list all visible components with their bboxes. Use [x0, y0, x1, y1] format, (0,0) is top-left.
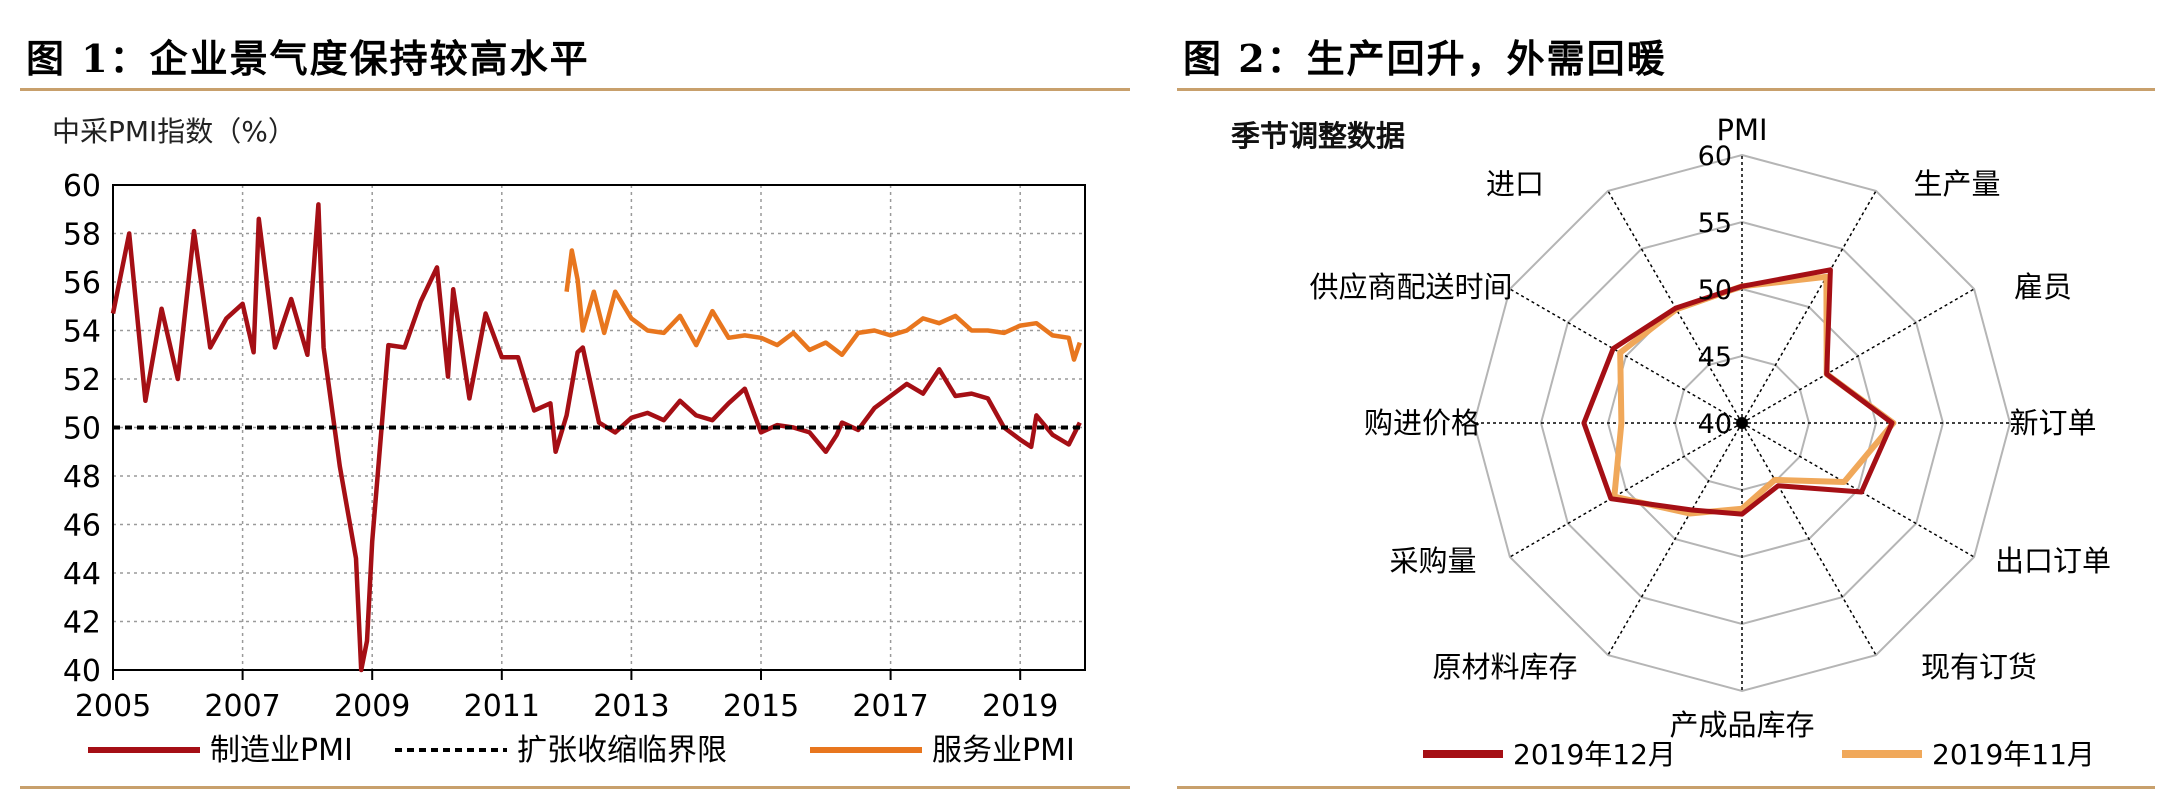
- manufacturing-pmi-line: [110, 202, 1082, 673]
- figure2-title: 图 2：生产回升，外需回暖: [1183, 36, 1667, 81]
- radar-tick-label: 55: [1698, 208, 1732, 239]
- radar-spoke: [1741, 422, 1877, 656]
- radar-tick-label: 45: [1698, 342, 1732, 373]
- series-dec-polygon: [1581, 267, 1895, 517]
- radar-spoke: [1509, 422, 1743, 558]
- radar-category-label: 进口: [1486, 167, 1544, 201]
- y-tick-label: 54: [63, 315, 101, 350]
- radar-spoke: [1741, 288, 1975, 424]
- legend-nov-label: 2019年11月: [1932, 738, 2095, 771]
- figure2-top-rule: [1177, 88, 2155, 91]
- x-tick-label: 2007: [204, 689, 280, 724]
- radar-category-label: 产成品库存: [1669, 708, 1814, 742]
- radar-category-label: 生产量: [1913, 167, 2000, 201]
- radar-tick-label: 40: [1698, 409, 1732, 440]
- radar-tick-label: 50: [1698, 275, 1732, 306]
- x-tick-label: 2005: [75, 689, 151, 724]
- x-tick-label: 2011: [464, 689, 540, 724]
- radar-category-label: 现有订货: [1921, 650, 2037, 684]
- figure1-top-rule: [20, 88, 1130, 91]
- legend-threshold-label: 扩张收缩临界限: [517, 733, 727, 768]
- figure1-bottom-rule: [20, 786, 1130, 789]
- radar-category-label: 出口订单: [1995, 544, 2111, 578]
- legend-manufacturing-label: 制造业PMI: [210, 733, 353, 768]
- radar-spoke: [1509, 288, 1743, 424]
- radar-category-label: PMI: [1716, 113, 1767, 147]
- x-tick-label: 2013: [593, 689, 669, 724]
- x-tick-label: 2019: [982, 689, 1058, 724]
- legend-services-label: 服务业PMI: [932, 733, 1075, 768]
- y-tick-label: 40: [63, 654, 101, 689]
- radar-spoke: [1607, 422, 1743, 656]
- y-tick-label: 42: [63, 606, 101, 641]
- radar-category-label: 原材料库存: [1432, 650, 1577, 684]
- y-axis-label: 中采PMI指数（%）: [52, 115, 296, 148]
- x-tick-label: 2009: [334, 689, 410, 724]
- services-pmi-line: [564, 248, 1082, 362]
- radar-center: [1736, 417, 1748, 429]
- y-tick-label: 46: [63, 509, 101, 544]
- figure2-panel: 图 2：生产回升，外需回暖 季节调整数据 40 45 50 55 60 PMI 生产量雇员新…: [1175, 0, 2160, 803]
- y-tick-label: 50: [63, 412, 101, 447]
- radar-category-label: 供应商配送时间: [1309, 270, 1512, 304]
- radar-category-label: 新订单: [2009, 406, 2096, 440]
- y-tick-label: 60: [63, 169, 101, 204]
- y-tick-label: 48: [63, 460, 101, 495]
- radar-category-label: 购进价格: [1364, 406, 1480, 440]
- figure1-panel: 图 1：企业景气度保持较高水平 中采PMI指数（%） 40 42 44 46 48 50 5…: [20, 36, 1130, 789]
- figure2-bottom-rule: [1177, 786, 2155, 789]
- radar-subtitle: 季节调整数据: [1231, 119, 1405, 153]
- x-tick-label: 2017: [852, 689, 928, 724]
- legend-dec-label: 2019年12月: [1513, 738, 1676, 771]
- y-tick-label: 58: [63, 218, 101, 253]
- radar-ring: [1472, 153, 2012, 693]
- radar-category-label: 雇员: [2014, 270, 2072, 304]
- y-tick-label: 56: [63, 266, 101, 301]
- y-tick-label: 44: [63, 557, 101, 592]
- radar-tick-label: 60: [1698, 141, 1732, 172]
- pmi-line-chart: 中采PMI指数（%） 40 42 44 46 48 50 52 54 56 58 60 2005 200…: [52, 115, 1086, 768]
- y-tick-label: 52: [63, 363, 101, 398]
- x-tick-label: 2015: [723, 689, 799, 724]
- radar-spoke: [1741, 190, 1877, 424]
- radar-category-label: 采购量: [1389, 544, 1476, 578]
- figure1-title: 图 1：企业景气度保持较高水平: [26, 36, 590, 81]
